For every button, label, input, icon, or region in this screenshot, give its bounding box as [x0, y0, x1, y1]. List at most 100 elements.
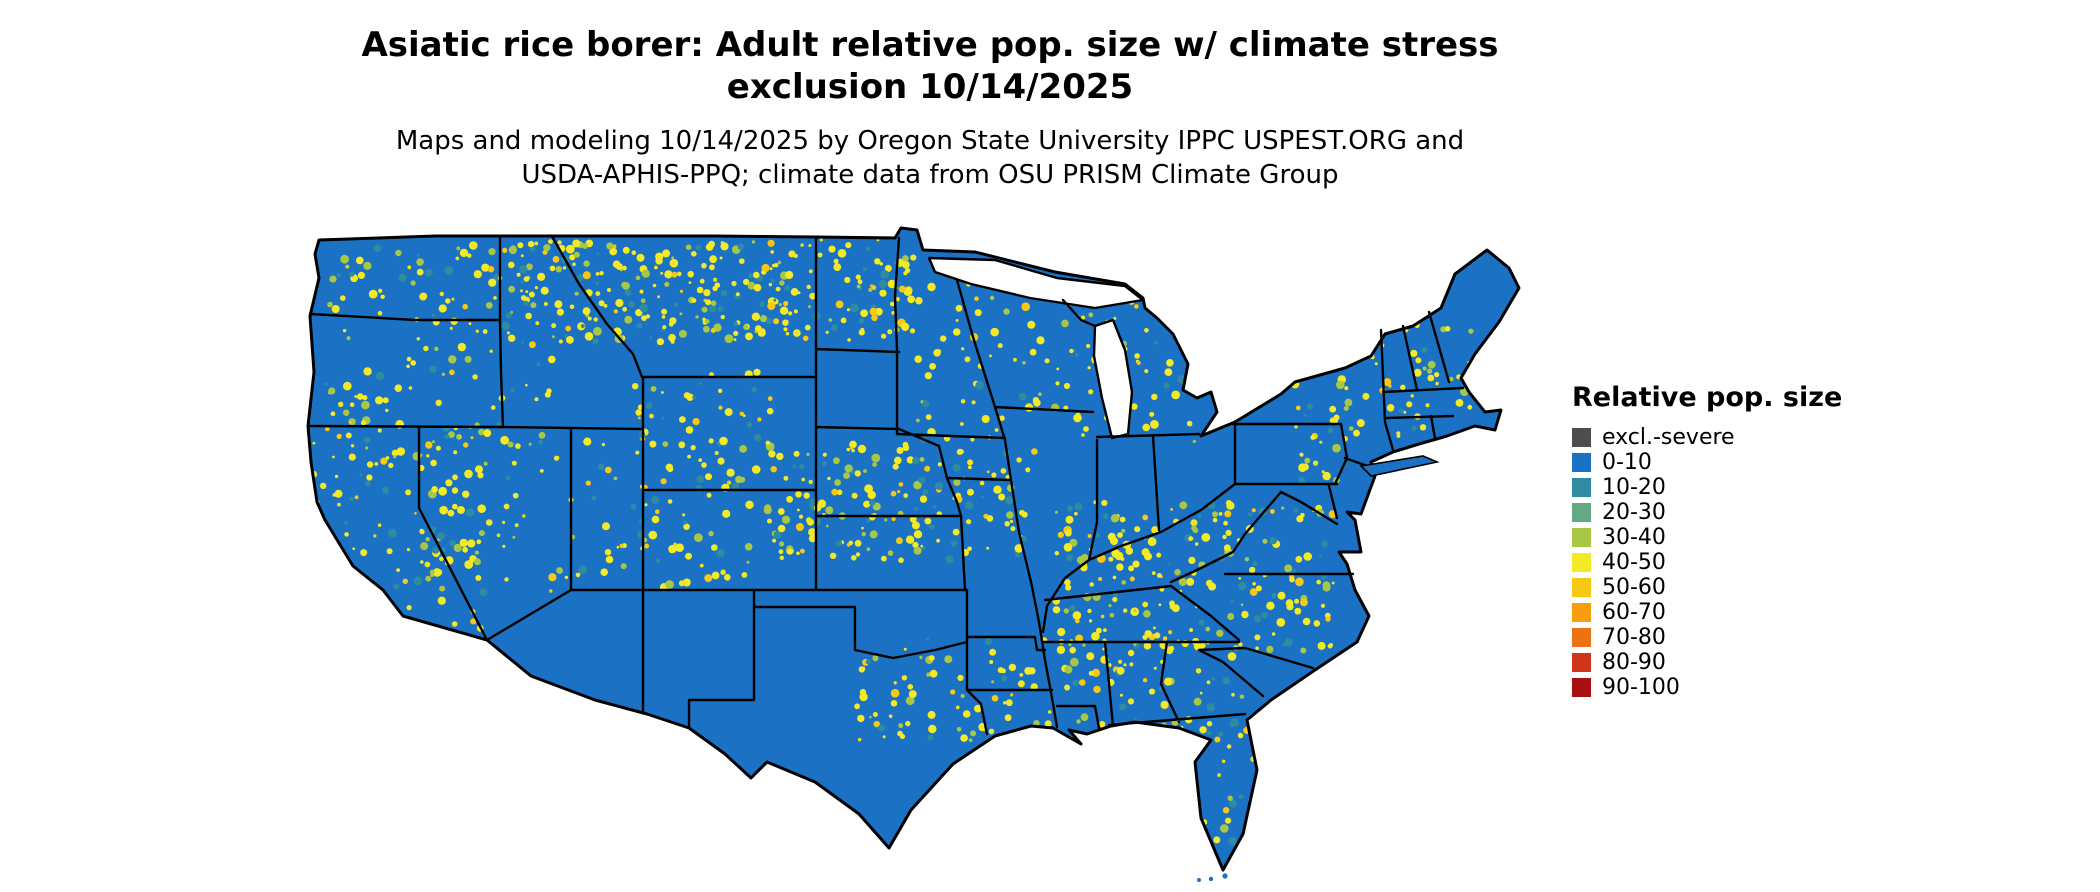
raster-speckle: [510, 310, 513, 314]
raster-speckle: [323, 635, 332, 644]
raster-speckle: [1004, 521, 1010, 527]
raster-speckle: [787, 548, 793, 554]
raster-speckle: [763, 506, 772, 515]
raster-speckle: [918, 476, 926, 484]
raster-speckle: [665, 580, 674, 589]
raster-speckle: [508, 261, 515, 269]
raster-speckle: [1111, 549, 1120, 558]
raster-speckle: [1057, 627, 1066, 637]
raster-speckle: [488, 278, 497, 287]
raster-speckle: [534, 286, 538, 290]
raster-speckle: [685, 552, 692, 560]
raster-speckle: [720, 242, 729, 251]
raster-speckle: [1016, 457, 1022, 463]
raster-speckle: [578, 565, 587, 575]
raster-speckle: [619, 543, 624, 549]
raster-speckle: [340, 295, 346, 301]
raster-speckle: [679, 312, 683, 316]
raster-speckle: [1330, 319, 1340, 328]
raster-speckle: [1134, 353, 1140, 359]
raster-speckle: [960, 422, 964, 426]
raster-speckle: [1411, 425, 1417, 432]
raster-speckle: [649, 440, 657, 448]
raster-speckle: [530, 302, 537, 309]
raster-speckle: [709, 255, 717, 264]
raster-speckle: [429, 365, 437, 373]
legend-swatch: [1572, 578, 1591, 597]
raster-speckle: [1153, 666, 1157, 670]
raster-speckle: [1344, 386, 1349, 391]
raster-speckle: [503, 503, 510, 510]
legend-item-label: 50-60: [1602, 575, 1666, 600]
raster-speckle: [919, 495, 928, 503]
raster-speckle: [1179, 501, 1188, 510]
raster-speckle: [1297, 516, 1304, 522]
raster-speckle: [502, 520, 506, 524]
raster-speckle: [1197, 514, 1202, 519]
raster-speckle: [809, 498, 816, 506]
raster-speckle: [456, 506, 465, 514]
raster-speckle: [1091, 668, 1100, 677]
raster-speckle: [1185, 299, 1190, 304]
raster-speckle: [1070, 657, 1079, 667]
raster-speckle: [468, 322, 472, 326]
raster-speckle: [360, 549, 368, 557]
raster-speckle: [928, 724, 937, 734]
raster-speckle: [1294, 425, 1298, 429]
raster-speckle: [416, 253, 420, 257]
raster-speckle: [831, 324, 838, 331]
raster-speckle: [753, 368, 761, 376]
raster-speckle: [806, 284, 811, 290]
raster-speckle: [1238, 794, 1244, 799]
raster-speckle: [1183, 758, 1190, 765]
raster-speckle: [1396, 431, 1401, 436]
raster-speckle: [652, 283, 657, 288]
raster-speckle: [394, 637, 398, 641]
raster-speckle: [1112, 575, 1117, 580]
raster-speckle: [890, 490, 897, 497]
raster-speckle: [961, 347, 965, 351]
raster-speckle: [482, 329, 488, 334]
raster-speckle: [1154, 632, 1161, 639]
raster-speckle: [612, 244, 617, 249]
raster-speckle: [727, 480, 732, 485]
raster-speckle: [1079, 679, 1086, 686]
raster-speckle: [1225, 817, 1232, 824]
raster-speckle: [366, 461, 374, 468]
raster-speckle: [692, 395, 696, 400]
raster-speckle: [673, 302, 678, 307]
raster-speckle: [649, 413, 654, 419]
raster-speckle: [607, 288, 611, 292]
raster-speckle: [911, 521, 920, 530]
raster-speckle: [1127, 649, 1135, 657]
raster-speckle: [431, 313, 436, 317]
raster-speckle: [1313, 460, 1319, 466]
raster-speckle: [1179, 288, 1184, 294]
raster-speckle: [1171, 390, 1181, 400]
raster-speckle: [1422, 366, 1427, 371]
raster-speckle: [1074, 511, 1078, 516]
raster-speckle: [836, 489, 843, 496]
raster-speckle: [745, 500, 754, 509]
raster-speckle: [746, 422, 753, 428]
raster-speckle: [549, 265, 556, 272]
raster-speckle: [1224, 510, 1232, 518]
long-island: [1359, 455, 1440, 477]
raster-speckle: [872, 462, 877, 467]
raster-speckle: [1072, 679, 1079, 687]
raster-speckle: [777, 508, 785, 515]
raster-speckle: [691, 251, 697, 257]
raster-speckle: [1222, 807, 1230, 814]
raster-speckle: [912, 541, 919, 549]
raster-speckle: [1135, 282, 1140, 287]
raster-speckle: [573, 251, 580, 258]
raster-speckle: [318, 531, 323, 535]
raster-speckle: [657, 295, 660, 299]
raster-speckle: [1119, 516, 1126, 523]
raster-speckle: [1098, 721, 1106, 728]
raster-speckle: [903, 647, 907, 651]
raster-speckle: [912, 456, 920, 465]
raster-speckle: [1415, 357, 1422, 364]
raster-speckle: [828, 318, 833, 322]
raster-speckle: [616, 545, 620, 549]
